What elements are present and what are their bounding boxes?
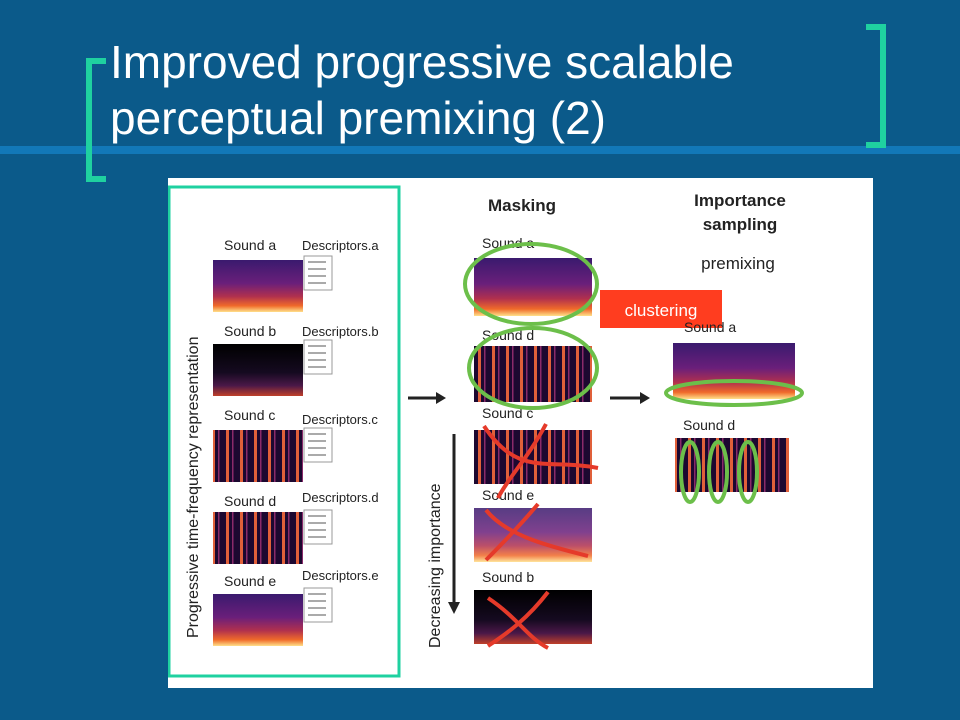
spectrogram-thumb [213, 594, 303, 646]
left-column-highlight-frame [168, 185, 401, 678]
cross-out-sound-c [482, 423, 599, 499]
left-descriptor-label: Descriptors.d [302, 490, 379, 505]
vertical-label-left: Progressive time-frequency representatio… [185, 337, 202, 638]
left-row-c: Sound c Descriptors.c [213, 407, 378, 482]
left-descriptor-label: Descriptors.a [302, 238, 379, 253]
left-row-b: Sound b Descriptors.b [213, 323, 379, 396]
title-line-1: Improved progressive scalable [110, 36, 734, 88]
left-row-e: Sound e Descriptors.e [213, 568, 379, 646]
cross-out-sound-b [486, 590, 550, 650]
arrow-down-icon [448, 434, 460, 614]
importance-sound-label: Sound a [684, 319, 736, 335]
masking-sound-label: Sound b [482, 569, 534, 585]
left-descriptor-label: Descriptors.b [302, 324, 379, 339]
importance-spectrogram [675, 438, 789, 492]
spectrogram-thumb [213, 512, 303, 564]
slide-title: Improved progressive scalable perceptual… [110, 34, 870, 146]
title-line-2: perceptual premixing (2) [110, 92, 607, 144]
masking-sound-label: Sound d [482, 327, 534, 343]
right-bracket-decoration [866, 24, 886, 148]
left-row-d: Sound d Descriptors.d [213, 490, 379, 564]
masking-spectrogram [474, 346, 592, 402]
masking-spectrogram [474, 258, 592, 316]
arrow-right-icon [610, 392, 650, 404]
left-sound-label: Sound a [224, 237, 276, 253]
clustering-label: clustering [625, 301, 698, 320]
importance-sound-label: Sound d [683, 417, 735, 433]
cluster-ellipse-vertical [737, 440, 759, 504]
premixing-label: premixing [701, 254, 775, 273]
masking-circle-sound-a [463, 242, 599, 326]
cluster-ellipse-vertical [707, 440, 729, 504]
spectrogram-thumb [213, 344, 303, 396]
left-descriptor-label: Descriptors.c [302, 412, 378, 427]
spectrogram-thumb [213, 260, 303, 312]
importance-spectrogram [673, 343, 795, 399]
left-descriptor-label: Descriptors.e [302, 568, 379, 583]
masking-sound-label: Sound e [482, 487, 534, 503]
left-sound-label: Sound b [224, 323, 276, 339]
title-underline-stripe [0, 146, 960, 154]
figure-diagram: Progressive time-frequency representatio… [168, 185, 804, 678]
figure-panel: Progressive time-frequency representatio… [168, 178, 873, 688]
masking-heading: Masking [488, 196, 556, 215]
left-bracket-decoration [86, 58, 106, 182]
arrow-right-icon [408, 392, 446, 404]
masking-circle-sound-d [467, 326, 599, 410]
importance-heading-line2: sampling [703, 215, 778, 234]
left-sound-label: Sound e [224, 573, 276, 589]
cluster-ellipse-vertical [679, 440, 701, 504]
spectrogram-thumb [213, 430, 303, 482]
masking-sound-label: Sound a [482, 235, 534, 251]
vertical-label-mid: Decreasing importance [427, 483, 444, 648]
cross-out-sound-e [484, 502, 589, 562]
left-sound-label: Sound d [224, 493, 276, 509]
cluster-ellipse-horizontal [664, 379, 804, 407]
importance-heading-line1: Importance [694, 191, 786, 210]
clustering-tag [600, 290, 722, 328]
left-sound-label: Sound c [224, 407, 275, 423]
left-row-a: Sound a Descriptors.a [213, 237, 379, 312]
